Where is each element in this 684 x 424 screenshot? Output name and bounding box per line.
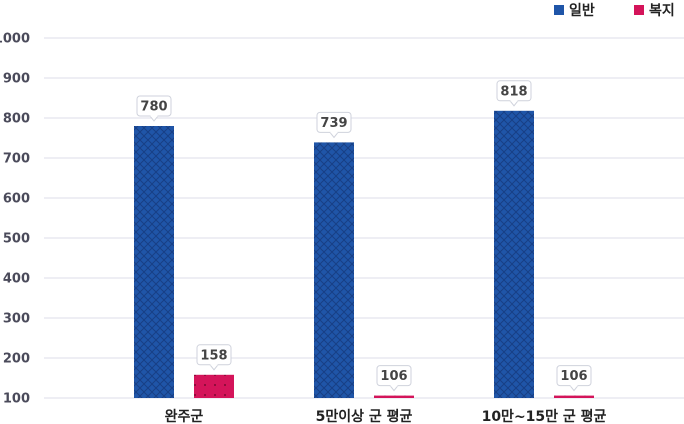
data-label-value: 106	[380, 369, 407, 384]
data-label-pointer	[389, 385, 399, 392]
data-label-value: 106	[560, 369, 587, 384]
data-label-pointer	[569, 385, 579, 392]
data-label: 106	[376, 365, 412, 392]
data-label-value: 158	[200, 348, 227, 363]
data-label: 739	[316, 111, 352, 139]
category-label: 10만~15만 군 평균	[482, 408, 607, 424]
y-tick-label: 200	[3, 352, 30, 367]
y-tick-label: 600	[3, 192, 30, 207]
x-axis: 완주군 5만이상 군 평균 10만~15만 군 평균	[165, 408, 607, 424]
bar-welfare-1	[374, 395, 414, 398]
data-label: 106	[556, 365, 592, 392]
y-tick-label: 700	[3, 152, 30, 167]
y-tick-label: 100	[3, 392, 30, 407]
data-label: 158	[196, 344, 232, 371]
data-label: 780	[136, 95, 172, 122]
data-label-value: 780	[140, 100, 167, 115]
category-label: 5만이상 군 평균	[316, 408, 413, 424]
bar-general-1	[314, 142, 354, 398]
bar-general-0	[134, 126, 174, 398]
y-tick-label: 500	[3, 232, 30, 247]
legend-swatch	[634, 5, 644, 15]
legend-label: 복지	[649, 3, 675, 19]
data-label-pointer	[509, 100, 519, 107]
data-label-value: 818	[500, 84, 527, 99]
y-tick-label: 1000	[0, 32, 30, 47]
bars	[134, 110, 594, 399]
legend: 일반 복지	[554, 2, 675, 19]
legend-swatch	[554, 5, 564, 15]
data-label-pointer	[209, 364, 219, 371]
y-tick-label: 900	[3, 72, 30, 87]
y-tick-label: 400	[3, 272, 30, 287]
data-label-value: 739	[320, 116, 347, 131]
y-axis: 100 200 300 400 500 600 700 800 900 1000	[0, 32, 30, 407]
y-tick-label: 300	[3, 312, 30, 327]
legend-item: 복지	[634, 3, 675, 19]
legend-item: 일반	[554, 2, 595, 19]
data-label-pointer	[149, 115, 159, 122]
bar-welfare-0	[194, 374, 234, 398]
bar-welfare-2	[554, 395, 594, 398]
bar-general-2	[494, 110, 534, 399]
category-label: 완주군	[165, 409, 204, 424]
legend-label: 일반	[569, 2, 595, 19]
data-label-pointer	[329, 132, 339, 139]
y-tick-label: 800	[3, 112, 30, 127]
data-label: 818	[496, 80, 532, 107]
data-labels: 780 739 818 158 106 106	[136, 80, 592, 392]
